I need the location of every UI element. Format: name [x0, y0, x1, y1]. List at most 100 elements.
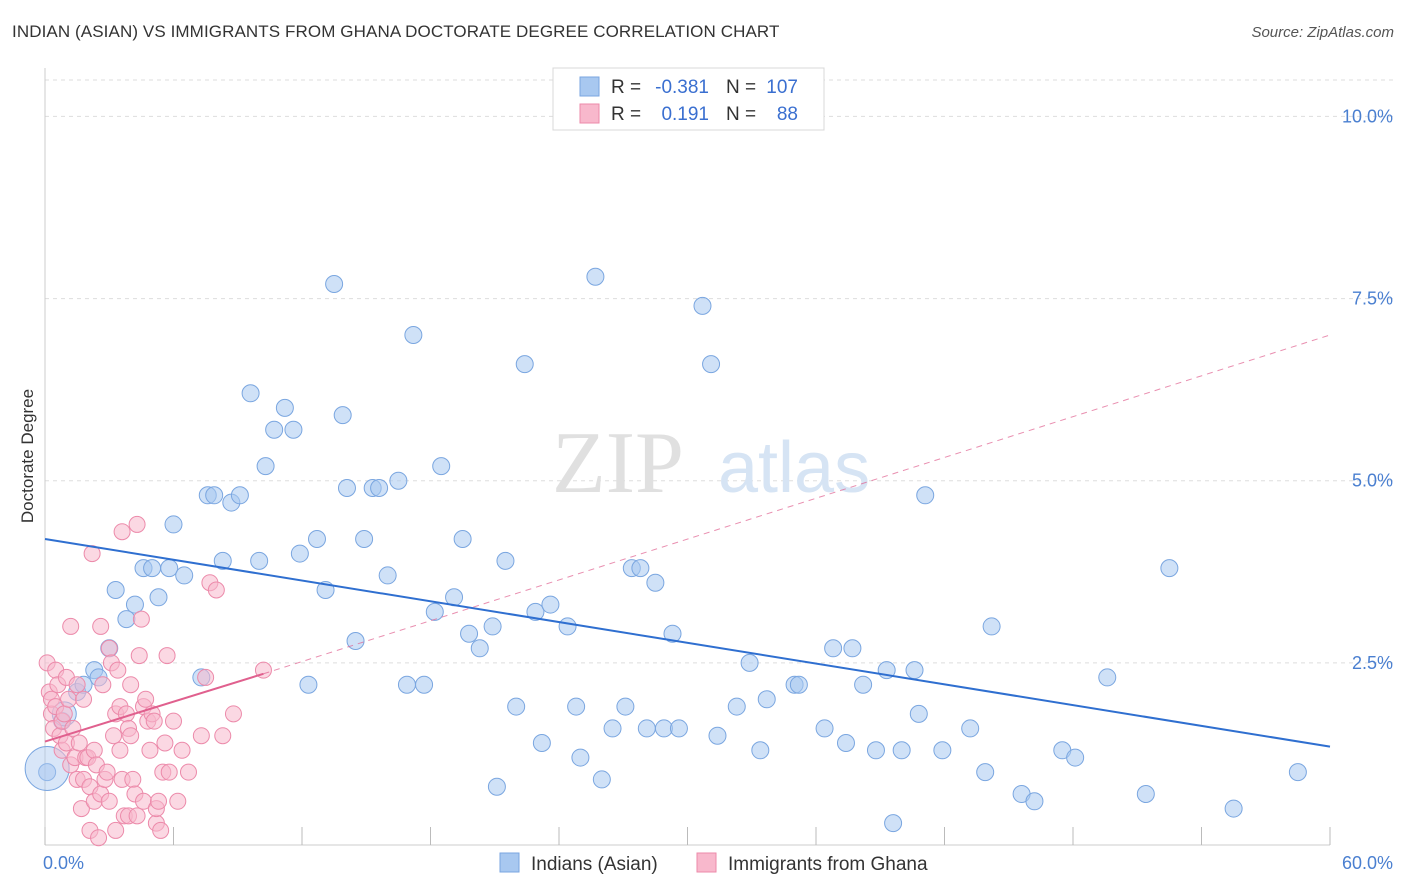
- point-indians-asian: [370, 479, 389, 497]
- series-indians-asian: [24, 267, 1307, 833]
- point-indians-asian: [117, 610, 136, 629]
- point-indians-asian: [751, 741, 770, 760]
- point-indians-asian: [470, 639, 489, 658]
- point-immigrants-ghana: [100, 639, 118, 657]
- point-indians-asian: [515, 355, 534, 374]
- point-indians-asian: [241, 384, 260, 403]
- chart-title: INDIAN (ASIAN) VS IMMIGRANTS FROM GHANA …: [12, 22, 780, 41]
- legend: R = -0.381 N = 107 R = 0.191 N = 88: [552, 67, 825, 131]
- point-immigrants-ghana: [128, 807, 146, 825]
- point-indians-asian: [483, 617, 502, 636]
- point-indians-asian: [333, 406, 352, 425]
- legend-r-value: 0.191: [661, 104, 709, 125]
- point-indians-asian: [496, 551, 515, 570]
- point-indians-asian: [669, 719, 688, 738]
- series-immigrants-ghana: [38, 515, 272, 847]
- legend-n-label: N =: [726, 104, 756, 125]
- point-immigrants-ghana: [224, 705, 242, 723]
- point-indians-asian: [976, 763, 995, 782]
- point-immigrants-ghana: [192, 727, 210, 745]
- point-indians-asian: [646, 573, 665, 592]
- x-tick-label: 60.0%: [1342, 853, 1393, 873]
- point-indians-asian: [164, 515, 183, 534]
- point-indians-asian: [460, 624, 479, 643]
- point-indians-asian: [307, 530, 326, 548]
- watermark: ZIP atlas: [552, 415, 870, 512]
- point-indians-asian: [824, 639, 843, 658]
- point-indians-asian: [526, 602, 545, 621]
- point-immigrants-ghana: [94, 676, 112, 694]
- legend-r-value: -0.381: [655, 77, 709, 98]
- point-indians-asian: [250, 551, 269, 570]
- point-immigrants-ghana: [83, 545, 101, 563]
- point-indians-asian: [532, 734, 551, 752]
- point-immigrants-ghana: [107, 821, 125, 839]
- trend-extension-immigrants-ghana: [263, 334, 1331, 675]
- legend-r-label: R =: [611, 77, 641, 98]
- y-tick-label: 5.0%: [1352, 471, 1393, 491]
- point-immigrants-ghana: [141, 741, 159, 759]
- legend-n-label: N =: [726, 77, 756, 98]
- bottom-legend-swatch-pink: [696, 852, 717, 873]
- point-indians-asian: [663, 624, 682, 643]
- point-indians-asian: [836, 734, 855, 752]
- point-indians-asian: [616, 697, 635, 716]
- point-indians-asian: [1098, 668, 1117, 687]
- point-immigrants-ghana: [214, 727, 232, 745]
- legend-r-label: R =: [611, 104, 641, 125]
- point-immigrants-ghana: [100, 792, 118, 810]
- point-indians-asian: [592, 770, 611, 789]
- point-indians-asian: [175, 566, 194, 585]
- point-indians-asian: [789, 675, 808, 694]
- point-immigrants-ghana: [62, 617, 80, 635]
- y-tick-label: 10.0%: [1342, 106, 1393, 126]
- point-indians-asian: [854, 675, 873, 694]
- tick-labels: 2.5% 5.0% 7.5% 10.0% 0.0% 60.0%: [43, 106, 1393, 873]
- point-immigrants-ghana: [85, 741, 103, 759]
- point-indians-asian: [1025, 792, 1044, 811]
- watermark-zip: ZIP: [552, 415, 684, 512]
- point-indians-asian: [1136, 785, 1155, 803]
- point-immigrants-ghana: [105, 727, 123, 745]
- trend-line-immigrants-ghana: [44, 672, 264, 743]
- bottom-legend-label-pink: Immigrants from Ghana: [728, 854, 928, 875]
- legend-row-pink: R = 0.191 N = 88: [579, 103, 798, 125]
- point-indians-asian: [961, 719, 980, 738]
- legend-swatch-blue: [579, 76, 600, 97]
- point-immigrants-ghana: [137, 690, 155, 708]
- point-indians-asian: [143, 559, 162, 578]
- point-indians-asian: [404, 326, 423, 344]
- point-immigrants-ghana: [92, 617, 110, 635]
- trend-lines: [44, 334, 1331, 748]
- point-indians-asian: [432, 457, 451, 476]
- point-indians-asian: [866, 741, 885, 760]
- point-indians-asian: [884, 814, 903, 833]
- point-indians-asian: [160, 559, 179, 578]
- point-indians-asian: [933, 741, 952, 760]
- point-indians-asian: [275, 398, 294, 417]
- point-indians-asian: [425, 602, 444, 621]
- point-indians-asian: [346, 632, 365, 650]
- trend-line-indians-asian: [44, 538, 1331, 748]
- point-indians-asian: [325, 275, 344, 293]
- point-immigrants-ghana: [122, 727, 140, 745]
- point-immigrants-ghana: [70, 734, 88, 752]
- point-immigrants-ghana: [109, 661, 127, 679]
- point-immigrants-ghana: [130, 647, 148, 665]
- point-indians-asian: [586, 267, 605, 286]
- point-indians-asian: [757, 690, 776, 709]
- bottom-legend-label-blue: Indians (Asian): [531, 854, 658, 875]
- point-indians-asian: [909, 704, 928, 723]
- point-indians-asian: [916, 486, 935, 505]
- point-immigrants-ghana: [128, 515, 146, 533]
- point-immigrants-ghana: [90, 829, 108, 847]
- point-indians-asian: [693, 296, 712, 315]
- point-indians-asian: [708, 726, 727, 745]
- point-indians-asian: [1288, 763, 1307, 782]
- point-immigrants-ghana: [145, 712, 163, 730]
- point-indians-asian: [415, 675, 434, 694]
- point-indians-asian: [230, 486, 249, 505]
- point-indians-asian: [389, 471, 408, 490]
- point-indians-asian: [702, 355, 721, 374]
